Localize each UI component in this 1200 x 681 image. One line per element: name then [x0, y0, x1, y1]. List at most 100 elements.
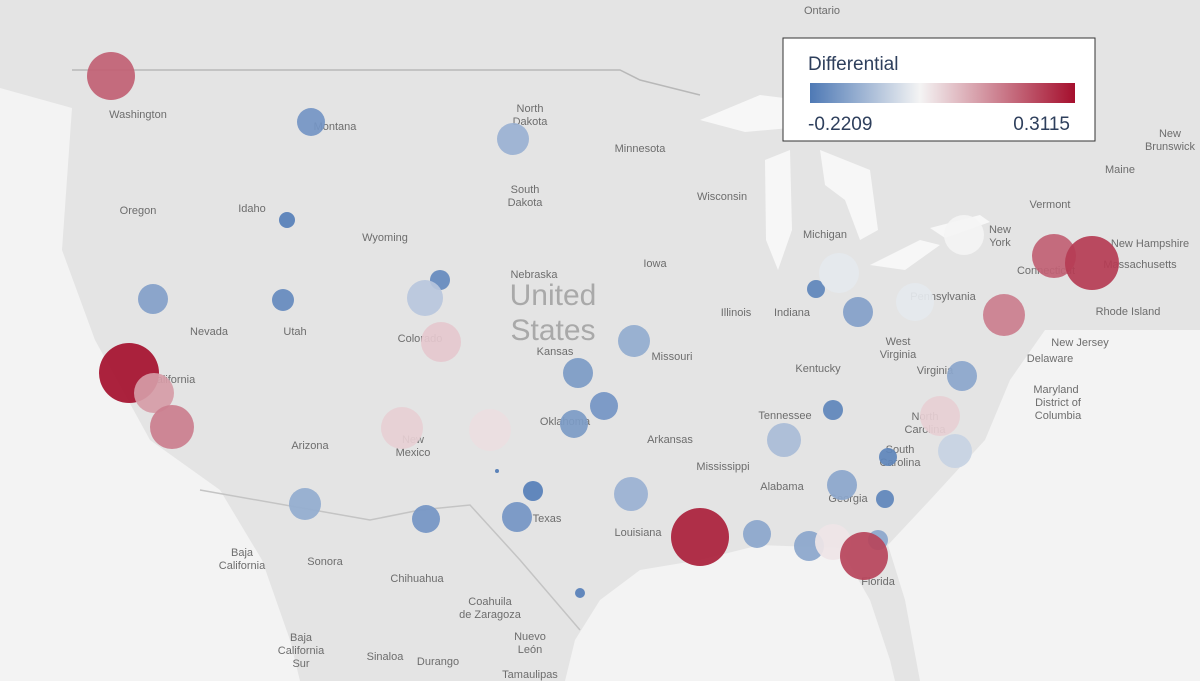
place-label: Indiana [774, 307, 811, 319]
place-label: Texas [533, 513, 562, 525]
legend-title: Differential [808, 54, 898, 75]
place-label: Virginia [880, 349, 917, 361]
place-label: Sur [292, 658, 309, 670]
bubble [138, 284, 168, 314]
place-label: District of [1035, 397, 1082, 409]
place-label: Mexico [396, 447, 431, 459]
bubble [823, 400, 843, 420]
bubble [150, 405, 194, 449]
place-label: Missouri [652, 351, 693, 363]
place-label: New [989, 224, 1011, 236]
bubble [87, 52, 135, 100]
bubble [421, 322, 461, 362]
place-label: Nuevo [514, 631, 546, 643]
country-label: States [510, 314, 595, 347]
bubble [134, 373, 174, 413]
bubble [983, 294, 1025, 336]
legend: Differential -0.2209 0.3115 [782, 37, 1096, 142]
bubble [381, 407, 423, 449]
bubble [879, 448, 897, 466]
place-label: Wisconsin [697, 191, 747, 203]
place-label: Tennessee [758, 410, 811, 422]
bubble [502, 502, 532, 532]
place-label: Durango [417, 656, 459, 668]
place-label: Sinaloa [367, 651, 405, 663]
bubble [1065, 236, 1119, 290]
bubble [618, 325, 650, 357]
place-label: Kentucky [795, 363, 841, 375]
place-label: York [989, 237, 1011, 249]
place-label: Maine [1105, 164, 1135, 176]
lake [870, 240, 940, 270]
bubble [944, 215, 984, 255]
place-label: Coahuila [468, 596, 512, 608]
place-label: Massachusetts [1103, 259, 1177, 271]
place-label: de Zaragoza [459, 609, 522, 621]
bubble [469, 409, 511, 451]
place-label: California [278, 645, 325, 657]
place-label: New Jersey [1051, 337, 1109, 349]
place-label: California [219, 560, 266, 572]
place-label: Ontario [804, 5, 840, 17]
bubble [1032, 234, 1076, 278]
bubble [297, 108, 325, 136]
place-label: Maryland [1033, 384, 1078, 396]
place-label: Nebraska [510, 269, 558, 281]
border [199, 489, 581, 631]
place-label: Virginia [917, 365, 954, 377]
pacific-ocean [0, 88, 300, 681]
bubble [947, 361, 977, 391]
bubbles [87, 52, 1119, 598]
legend-min: -0.2209 [808, 114, 872, 135]
place-label: Dakota [513, 116, 549, 128]
place-label: Brunswick [1145, 141, 1196, 153]
bubble [590, 392, 618, 420]
legend-gradient [810, 83, 1075, 103]
bubble [407, 280, 443, 316]
place-label: Minnesota [615, 143, 667, 155]
place-labels: OntarioWashingtonMontanaNorthDakotaMinne… [109, 5, 1195, 681]
place-label: Mississippi [696, 461, 749, 473]
bubble [920, 396, 960, 436]
bubble [563, 358, 593, 388]
bubble [938, 434, 972, 468]
place-label: Dakota [508, 197, 544, 209]
place-label: Louisiana [614, 527, 662, 539]
atlantic-ocean [888, 330, 1200, 681]
country-label: United [510, 279, 597, 312]
place-label: New Hampshire [1111, 238, 1189, 250]
place-label: Iowa [643, 258, 667, 270]
bubble [827, 470, 857, 500]
place-label: North [517, 103, 544, 115]
place-label: Arizona [291, 440, 329, 452]
bubble [560, 410, 588, 438]
place-label: Oregon [120, 205, 157, 217]
place-label: Nevada [190, 326, 229, 338]
place-label: Idaho [238, 203, 266, 215]
place-label: Columbia [1035, 410, 1082, 422]
bubble [272, 289, 294, 311]
bubble [843, 297, 873, 327]
place-label: Vermont [1030, 199, 1071, 211]
place-label: Michigan [803, 229, 847, 241]
bubble [523, 481, 543, 501]
bubble [614, 477, 648, 511]
bubble [412, 505, 440, 533]
place-label: South [511, 184, 540, 196]
bubble [767, 423, 801, 457]
border [72, 69, 701, 96]
place-label: New [1159, 128, 1181, 140]
place-label: Illinois [721, 307, 752, 319]
place-label: Arkansas [647, 434, 693, 446]
place-label: Wyoming [362, 232, 408, 244]
place-label: Chihuahua [390, 573, 444, 585]
bubble [575, 588, 585, 598]
place-label: Kansas [537, 346, 574, 358]
bubble [497, 123, 529, 155]
bubble [819, 253, 859, 293]
bubble [840, 532, 888, 580]
place-label: Rhode Island [1096, 306, 1161, 318]
place-label: Delaware [1027, 353, 1073, 365]
place-label: Washington [109, 109, 167, 121]
